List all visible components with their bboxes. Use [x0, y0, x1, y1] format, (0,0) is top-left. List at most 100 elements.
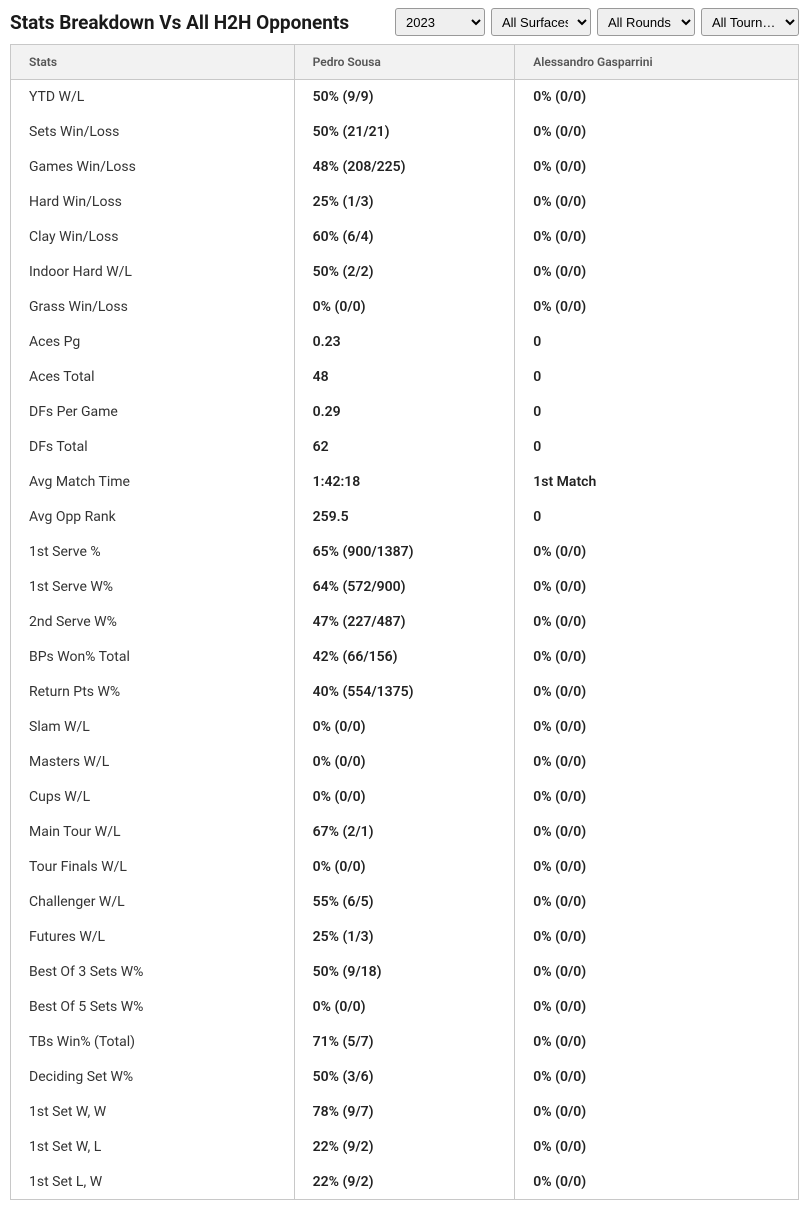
- stat-label-cell: Futures W/L: [11, 920, 295, 955]
- table-row: Sets Win/Loss50% (21/21)0% (0/0): [11, 115, 799, 150]
- player1-value-cell: 25% (1/3): [294, 185, 515, 220]
- table-row: 1st Set L, W22% (9/2)0% (0/0): [11, 1165, 799, 1200]
- stat-label-cell: Aces Total: [11, 360, 295, 395]
- player1-value-cell: 0% (0/0): [294, 745, 515, 780]
- stat-label-cell: 2nd Serve W%: [11, 605, 295, 640]
- player1-value-cell: 0% (0/0): [294, 290, 515, 325]
- stat-label-cell: Avg Match Time: [11, 465, 295, 500]
- player2-value-cell: 0: [515, 500, 799, 535]
- player2-value-cell: 0% (0/0): [515, 185, 799, 220]
- table-row: 1st Set W, W78% (9/7)0% (0/0): [11, 1095, 799, 1130]
- filter-bar: 2023 All Surfaces All Rounds All Tourn…: [395, 8, 799, 36]
- column-header-player1: Pedro Sousa: [294, 45, 515, 80]
- stat-label-cell: Indoor Hard W/L: [11, 255, 295, 290]
- stat-label-cell: BPs Won% Total: [11, 640, 295, 675]
- player2-value-cell: 0% (0/0): [515, 745, 799, 780]
- stat-label-cell: Aces Pg: [11, 325, 295, 360]
- stat-label-cell: Best Of 3 Sets W%: [11, 955, 295, 990]
- table-row: Aces Pg0.230: [11, 325, 799, 360]
- stat-label-cell: Masters W/L: [11, 745, 295, 780]
- player2-value-cell: 0% (0/0): [515, 710, 799, 745]
- player2-value-cell: 0% (0/0): [515, 675, 799, 710]
- player1-value-cell: 0% (0/0): [294, 990, 515, 1025]
- stat-label-cell: Cups W/L: [11, 780, 295, 815]
- player2-value-cell: 0% (0/0): [515, 570, 799, 605]
- stat-label-cell: Best Of 5 Sets W%: [11, 990, 295, 1025]
- stat-label-cell: Games Win/Loss: [11, 150, 295, 185]
- year-select[interactable]: 2023: [395, 8, 485, 36]
- player1-value-cell: 40% (554/1375): [294, 675, 515, 710]
- player1-value-cell: 48% (208/225): [294, 150, 515, 185]
- stat-label-cell: Tour Finals W/L: [11, 850, 295, 885]
- table-row: 1st Serve W%64% (572/900)0% (0/0): [11, 570, 799, 605]
- stat-label-cell: Deciding Set W%: [11, 1060, 295, 1095]
- player2-value-cell: 0% (0/0): [515, 1025, 799, 1060]
- player2-value-cell: 0: [515, 325, 799, 360]
- table-row: BPs Won% Total42% (66/156)0% (0/0): [11, 640, 799, 675]
- table-row: Indoor Hard W/L50% (2/2)0% (0/0): [11, 255, 799, 290]
- player1-value-cell: 50% (21/21): [294, 115, 515, 150]
- table-row: Aces Total480: [11, 360, 799, 395]
- stat-label-cell: Main Tour W/L: [11, 815, 295, 850]
- player2-value-cell: 0: [515, 430, 799, 465]
- table-row: Return Pts W%40% (554/1375)0% (0/0): [11, 675, 799, 710]
- player1-value-cell: 50% (9/9): [294, 80, 515, 115]
- table-row: Tour Finals W/L0% (0/0)0% (0/0): [11, 850, 799, 885]
- table-row: DFs Per Game0.290: [11, 395, 799, 430]
- player2-value-cell: 0: [515, 395, 799, 430]
- player1-value-cell: 62: [294, 430, 515, 465]
- stat-label-cell: TBs Win% (Total): [11, 1025, 295, 1060]
- rounds-select[interactable]: All Rounds: [597, 8, 695, 36]
- header: Stats Breakdown Vs All H2H Opponents 202…: [0, 0, 809, 44]
- player1-value-cell: 22% (9/2): [294, 1165, 515, 1200]
- table-row: Grass Win/Loss0% (0/0)0% (0/0): [11, 290, 799, 325]
- table-row: Challenger W/L55% (6/5)0% (0/0): [11, 885, 799, 920]
- stat-label-cell: 1st Serve W%: [11, 570, 295, 605]
- column-header-player2: Alessandro Gasparrini: [515, 45, 799, 80]
- tournaments-select[interactable]: All Tourn…: [701, 8, 799, 36]
- table-row: 1st Set W, L22% (9/2)0% (0/0): [11, 1130, 799, 1165]
- surface-select[interactable]: All Surfaces: [491, 8, 591, 36]
- player2-value-cell: 0% (0/0): [515, 1095, 799, 1130]
- stat-label-cell: Sets Win/Loss: [11, 115, 295, 150]
- table-row: Hard Win/Loss25% (1/3)0% (0/0): [11, 185, 799, 220]
- player2-value-cell: 0% (0/0): [515, 290, 799, 325]
- table-row: 1st Serve %65% (900/1387)0% (0/0): [11, 535, 799, 570]
- player2-value-cell: 0% (0/0): [515, 640, 799, 675]
- player2-value-cell: 0% (0/0): [515, 150, 799, 185]
- player1-value-cell: 65% (900/1387): [294, 535, 515, 570]
- player2-value-cell: 0% (0/0): [515, 885, 799, 920]
- player2-value-cell: 0% (0/0): [515, 115, 799, 150]
- stat-label-cell: 1st Serve %: [11, 535, 295, 570]
- player2-value-cell: 0: [515, 360, 799, 395]
- player1-value-cell: 60% (6/4): [294, 220, 515, 255]
- table-container: Stats Pedro Sousa Alessandro Gasparrini …: [0, 44, 809, 1210]
- player2-value-cell: 0% (0/0): [515, 1165, 799, 1200]
- player1-value-cell: 0% (0/0): [294, 850, 515, 885]
- player2-value-cell: 0% (0/0): [515, 955, 799, 990]
- player2-value-cell: 1st Match: [515, 465, 799, 500]
- column-header-stats: Stats: [11, 45, 295, 80]
- table-row: Slam W/L0% (0/0)0% (0/0): [11, 710, 799, 745]
- player1-value-cell: 47% (227/487): [294, 605, 515, 640]
- player1-value-cell: 78% (9/7): [294, 1095, 515, 1130]
- player1-value-cell: 55% (6/5): [294, 885, 515, 920]
- stat-label-cell: Hard Win/Loss: [11, 185, 295, 220]
- stat-label-cell: YTD W/L: [11, 80, 295, 115]
- table-row: Main Tour W/L67% (2/1)0% (0/0): [11, 815, 799, 850]
- player2-value-cell: 0% (0/0): [515, 990, 799, 1025]
- player1-value-cell: 64% (572/900): [294, 570, 515, 605]
- player1-value-cell: 0.23: [294, 325, 515, 360]
- player1-value-cell: 0.29: [294, 395, 515, 430]
- player1-value-cell: 1:42:18: [294, 465, 515, 500]
- player1-value-cell: 50% (3/6): [294, 1060, 515, 1095]
- table-row: Cups W/L0% (0/0)0% (0/0): [11, 780, 799, 815]
- table-row: Avg Match Time1:42:181st Match: [11, 465, 799, 500]
- player1-value-cell: 50% (9/18): [294, 955, 515, 990]
- table-row: TBs Win% (Total)71% (5/7)0% (0/0): [11, 1025, 799, 1060]
- stat-label-cell: DFs Total: [11, 430, 295, 465]
- table-row: 2nd Serve W%47% (227/487)0% (0/0): [11, 605, 799, 640]
- table-row: Deciding Set W%50% (3/6)0% (0/0): [11, 1060, 799, 1095]
- player2-value-cell: 0% (0/0): [515, 80, 799, 115]
- player1-value-cell: 42% (66/156): [294, 640, 515, 675]
